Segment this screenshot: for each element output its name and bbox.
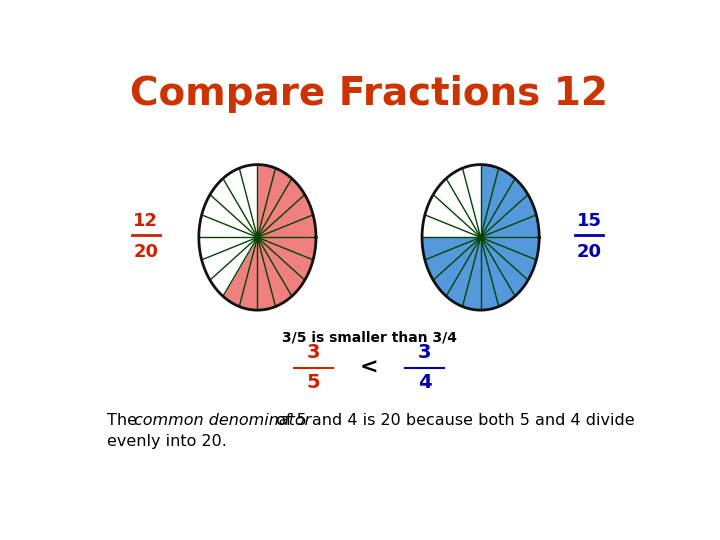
Polygon shape	[258, 179, 305, 238]
Polygon shape	[239, 238, 258, 310]
Polygon shape	[422, 238, 481, 260]
Polygon shape	[481, 194, 536, 238]
Polygon shape	[210, 179, 258, 238]
Polygon shape	[210, 238, 258, 296]
Text: The: The	[107, 413, 142, 428]
Polygon shape	[258, 238, 313, 280]
Polygon shape	[481, 238, 539, 260]
Polygon shape	[199, 238, 258, 260]
Polygon shape	[462, 238, 481, 310]
Text: 12: 12	[133, 212, 158, 230]
Polygon shape	[433, 238, 481, 296]
Text: 20: 20	[133, 243, 158, 261]
Polygon shape	[481, 165, 499, 238]
Text: 20: 20	[577, 243, 602, 261]
Polygon shape	[202, 238, 258, 280]
Polygon shape	[481, 238, 515, 307]
Text: 15: 15	[577, 212, 602, 230]
Polygon shape	[258, 215, 316, 238]
Polygon shape	[422, 215, 481, 238]
Text: of 5 and 4 is 20 because both 5 and 4 divide: of 5 and 4 is 20 because both 5 and 4 di…	[271, 413, 635, 428]
Text: evenly into 20.: evenly into 20.	[107, 434, 227, 449]
Text: common denominator: common denominator	[134, 413, 311, 428]
Polygon shape	[223, 238, 258, 307]
Text: 3: 3	[418, 343, 431, 362]
Polygon shape	[462, 165, 481, 238]
Polygon shape	[481, 238, 536, 280]
Text: <: <	[360, 357, 378, 377]
Polygon shape	[481, 215, 539, 238]
Polygon shape	[446, 238, 481, 307]
Polygon shape	[481, 179, 528, 238]
Polygon shape	[258, 238, 305, 296]
Polygon shape	[258, 238, 292, 307]
Text: 4: 4	[418, 373, 431, 392]
Polygon shape	[202, 194, 258, 238]
Text: 5: 5	[307, 373, 320, 392]
Polygon shape	[425, 238, 481, 280]
Polygon shape	[481, 168, 515, 238]
Text: Compare Fractions 12: Compare Fractions 12	[130, 75, 608, 113]
Text: 3: 3	[307, 343, 320, 362]
Polygon shape	[425, 194, 481, 238]
Text: 3/5 is smaller than 3/4: 3/5 is smaller than 3/4	[282, 330, 456, 344]
Polygon shape	[223, 168, 258, 238]
Polygon shape	[433, 179, 481, 238]
Polygon shape	[446, 168, 481, 238]
Polygon shape	[258, 168, 292, 238]
Polygon shape	[258, 194, 313, 238]
Polygon shape	[258, 165, 276, 238]
Polygon shape	[258, 238, 276, 310]
Polygon shape	[258, 238, 316, 260]
Polygon shape	[199, 215, 258, 238]
Polygon shape	[481, 238, 528, 296]
Polygon shape	[481, 238, 499, 310]
Polygon shape	[239, 165, 258, 238]
